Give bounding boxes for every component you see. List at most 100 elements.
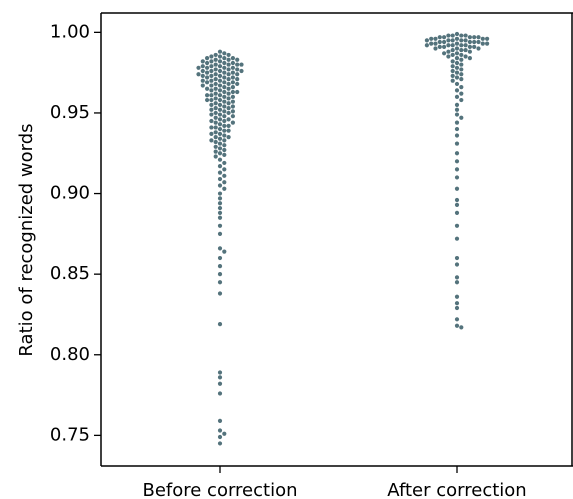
data-point [227,135,231,139]
y-tick-label: 0.95 [50,102,90,123]
data-point [446,54,450,58]
data-point [451,64,455,68]
data-point [455,37,459,41]
data-point [459,48,463,52]
data-point [214,96,218,100]
data-point [231,109,235,113]
data-point [231,104,235,108]
data-point [459,53,463,57]
data-point [214,82,218,86]
data-point [481,42,485,46]
data-point [209,98,213,102]
data-point [218,211,222,215]
data-point [455,88,459,92]
data-point [451,79,455,83]
data-point [239,62,243,66]
data-point [455,133,459,137]
data-point [218,196,222,200]
data-point [201,83,205,87]
data-point [235,67,239,71]
data-point [455,121,459,125]
data-point [459,116,463,120]
data-point [214,92,218,96]
data-point [459,325,463,329]
data-point [218,256,222,260]
data-point [459,85,463,89]
data-point [218,419,222,423]
data-point [222,174,226,178]
data-point [214,125,218,129]
data-point [455,159,459,163]
data-point [218,127,222,131]
y-tick-label: 0.75 [50,424,90,445]
data-point [455,61,459,65]
data-point [214,53,218,57]
data-point [209,119,213,123]
data-point [468,56,472,60]
data-point [455,306,459,310]
data-point [214,154,218,158]
y-ticks: 0.75 0.80 0.85 0.90 0.95 1.00 [50,21,101,445]
data-point [227,129,231,133]
x-tick-label: Before correction [142,480,297,499]
data-point [196,72,200,76]
data-point [222,432,226,436]
data-point [214,58,218,62]
data-point [209,103,213,107]
data-point [227,106,231,110]
data-point [222,124,226,128]
x-tick-label: After correction [387,480,526,499]
data-point [459,98,463,102]
data-point [438,45,442,49]
data-point [205,61,209,65]
data-point [425,43,429,47]
data-point [451,69,455,73]
data-point [218,112,222,116]
data-point [485,42,489,46]
data-point [227,58,231,62]
data-point [201,74,205,78]
data-point [222,249,226,253]
data-point [464,54,468,58]
data-point [472,45,476,49]
y-tick-label: 0.90 [50,183,90,204]
data-point [218,59,222,63]
data-point [205,93,209,97]
data-point [438,35,442,39]
data-point [442,40,446,44]
data-point [209,108,213,112]
data-point [218,132,222,136]
data-point [231,71,235,75]
data-point [218,272,222,276]
data-point [214,77,218,81]
data-point [455,324,459,328]
data-point [196,66,200,70]
data-point [451,59,455,63]
data-point [222,129,226,133]
data-point [209,132,213,136]
data-point [231,90,235,94]
data-point [218,191,222,195]
data-point [218,50,222,54]
data-point [222,180,226,184]
data-point [455,95,459,99]
data-point [455,103,459,107]
data-point [209,64,213,68]
data-point [464,38,468,42]
data-point [209,54,213,58]
data-point [468,40,472,44]
data-point [442,45,446,49]
data-point [209,74,213,78]
data-point [459,62,463,66]
data-point [231,121,235,125]
data-point [455,237,459,241]
data-point [455,224,459,228]
data-point [205,71,209,75]
data-point [222,51,226,55]
data-point [231,100,235,104]
data-point [464,48,468,52]
data-point [222,100,226,104]
data-point [231,75,235,79]
data-point [209,112,213,116]
data-point [231,66,235,70]
